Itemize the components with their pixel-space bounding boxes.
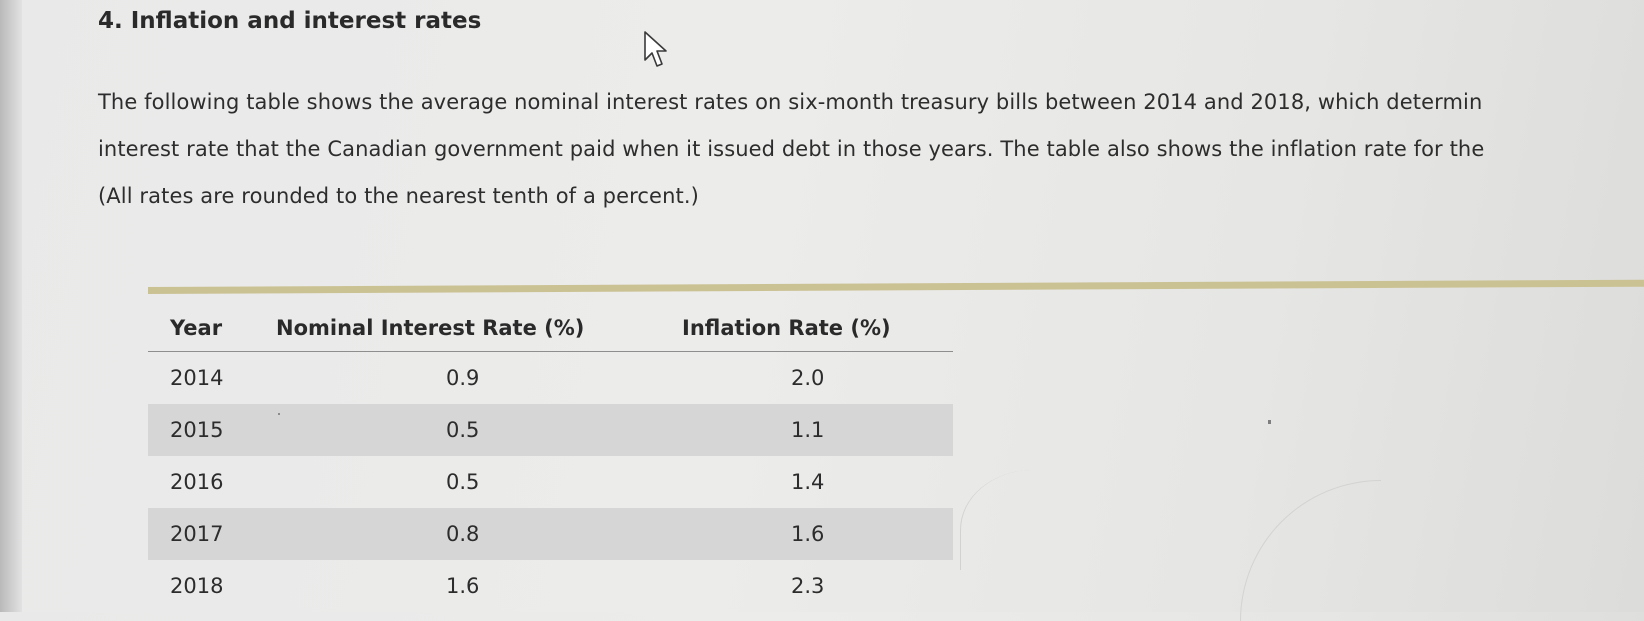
- cell-year: 2016: [170, 470, 224, 494]
- cell-year: 2014: [170, 366, 224, 390]
- screen-edge: [0, 0, 22, 612]
- screen-speck: [1268, 420, 1271, 424]
- question-paragraph-line-3: (All rates are rounded to the nearest te…: [98, 184, 699, 208]
- question-title: 4. Inflation and interest rates: [98, 8, 482, 34]
- question-paragraph-line-2: interest rate that the Canadian governme…: [98, 137, 1485, 161]
- screen-glare-mark: [960, 470, 1081, 570]
- table-row: 2017 0.8 1.6: [148, 508, 953, 560]
- cell-year: 2017: [170, 522, 224, 546]
- cell-inflation-rate: 2.0: [791, 366, 825, 390]
- cell-inflation-rate: 1.1: [791, 418, 825, 442]
- cell-nominal-rate: 0.9: [446, 366, 480, 390]
- cell-nominal-rate: 1.6: [446, 574, 480, 598]
- cell-nominal-rate: 0.8: [446, 522, 480, 546]
- table-header-row: Year Nominal Interest Rate (%) Inflation…: [148, 305, 953, 352]
- question-paragraph-line-1: The following table shows the average no…: [98, 90, 1483, 114]
- screen-glare-mark: [1240, 480, 1381, 621]
- header-nominal-interest-rate: Nominal Interest Rate (%): [276, 316, 585, 340]
- cell-inflation-rate: 1.6: [791, 522, 825, 546]
- cell-inflation-rate: 2.3: [791, 574, 825, 598]
- table-row: 2014 0.9 2.0: [148, 352, 953, 404]
- cell-nominal-rate: 0.5: [446, 470, 480, 494]
- table-top-rule: [147, 279, 1644, 294]
- table-row: 2018 1.6 2.3: [148, 560, 953, 612]
- rates-table: Year Nominal Interest Rate (%) Inflation…: [148, 305, 953, 612]
- cell-inflation-rate: 1.4: [791, 470, 825, 494]
- screen-speck: [278, 413, 280, 415]
- cell-year: 2018: [170, 574, 224, 598]
- header-inflation-rate: Inflation Rate (%): [682, 316, 891, 340]
- mouse-pointer-icon: [644, 31, 667, 67]
- cell-year: 2015: [170, 418, 224, 442]
- table-row: 2016 0.5 1.4: [148, 456, 953, 508]
- header-year: Year: [170, 316, 223, 340]
- table-row: 2015 0.5 1.1: [148, 404, 953, 456]
- cell-nominal-rate: 0.5: [446, 418, 480, 442]
